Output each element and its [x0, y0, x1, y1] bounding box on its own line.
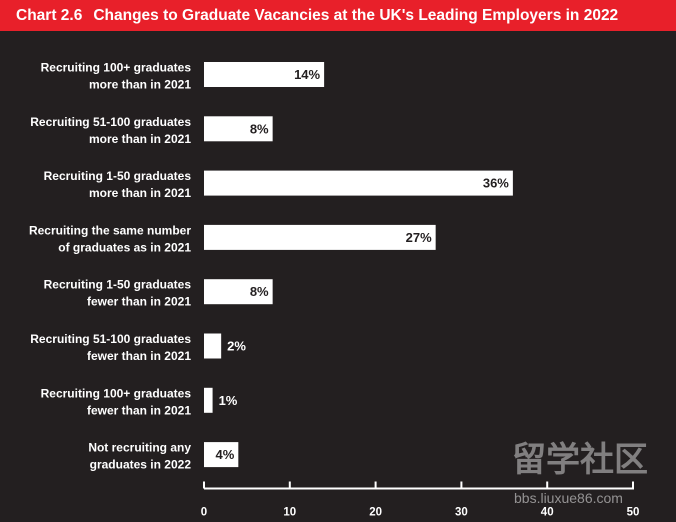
- x-tick-label: 10: [283, 507, 296, 519]
- category-label-line: Recruiting 1-50 graduates: [44, 278, 192, 292]
- category-label-line: of graduates as in 2021: [58, 240, 191, 254]
- value-label: 2%: [227, 339, 246, 354]
- bar-chart: Recruiting 100+ graduates more than in 20…: [29, 61, 648, 519]
- category-label-line: fewer than in 2021: [87, 349, 191, 363]
- chart-header: Chart 2.6 Changes to Graduate Vacancies …: [0, 0, 676, 31]
- chart-title: Changes to Graduate Vacancies at the UK'…: [93, 6, 619, 24]
- chart-number: Chart 2.6: [16, 6, 83, 24]
- value-label: 8%: [250, 121, 269, 136]
- bar: [204, 224, 436, 250]
- category-label: Recruiting 100+ graduates fewer than in 2…: [41, 386, 192, 417]
- x-tick-label: 20: [369, 507, 382, 519]
- value-label: 36%: [483, 176, 509, 191]
- bar: [204, 116, 273, 142]
- category-label-line: Recruiting 100+ graduates: [41, 386, 192, 400]
- category-label-line: fewer than in 2021: [87, 295, 191, 309]
- bar: [204, 170, 513, 196]
- x-tick-label: 30: [455, 507, 468, 519]
- category-label-line: graduates in 2022: [90, 458, 192, 472]
- bar-group: Recruiting 100+ graduates more than in 20…: [29, 61, 513, 472]
- value-label: 27%: [406, 230, 432, 245]
- x-tick-label: 50: [627, 507, 640, 519]
- category-label: Recruiting 51-100 graduates more than in …: [30, 115, 191, 146]
- category-label: Recruiting 51-100 graduates fewer than in…: [30, 332, 191, 363]
- bar: [204, 387, 213, 413]
- category-label: Recruiting 100+ graduates more than in 20…: [41, 61, 192, 92]
- bar: [204, 442, 239, 468]
- watermark: 留学社区 bbs.liuxue86.com: [512, 440, 648, 506]
- value-label: 4%: [216, 447, 235, 462]
- bar: [204, 333, 222, 359]
- category-label: Recruiting the same number of graduates a…: [29, 223, 191, 254]
- category-label-line: more than in 2021: [89, 186, 191, 200]
- category-label-line: Not recruiting any: [88, 441, 191, 455]
- category-label: Recruiting 1-50 graduates more than in 20…: [44, 169, 192, 200]
- value-label: 8%: [250, 284, 269, 299]
- category-label-line: Recruiting 51-100 graduates: [30, 332, 191, 346]
- x-tick-label: 40: [541, 507, 554, 519]
- category-label: Recruiting 1-50 graduates fewer than in 2…: [44, 278, 192, 309]
- category-label-line: fewer than in 2021: [87, 403, 191, 417]
- category-label-line: Recruiting 51-100 graduates: [30, 115, 191, 129]
- category-label-line: Recruiting the same number: [29, 223, 191, 237]
- category-label-line: more than in 2021: [89, 132, 191, 146]
- bar: [204, 279, 273, 305]
- watermark-url: bbs.liuxue86.com: [514, 490, 623, 506]
- x-axis: 0 10 20 30 40 50: [201, 481, 640, 519]
- value-label: 1%: [219, 393, 238, 408]
- watermark-brand: 留学社区: [512, 440, 648, 479]
- x-tick-label: 0: [201, 507, 207, 519]
- category-label-line: more than in 2021: [89, 78, 191, 92]
- bar: [204, 62, 325, 87]
- category-label-line: Recruiting 100+ graduates: [41, 61, 192, 75]
- value-label: 14%: [294, 67, 320, 82]
- category-label: Not recruiting any graduates in 2022: [88, 441, 191, 472]
- category-label-line: Recruiting 1-50 graduates: [44, 169, 192, 183]
